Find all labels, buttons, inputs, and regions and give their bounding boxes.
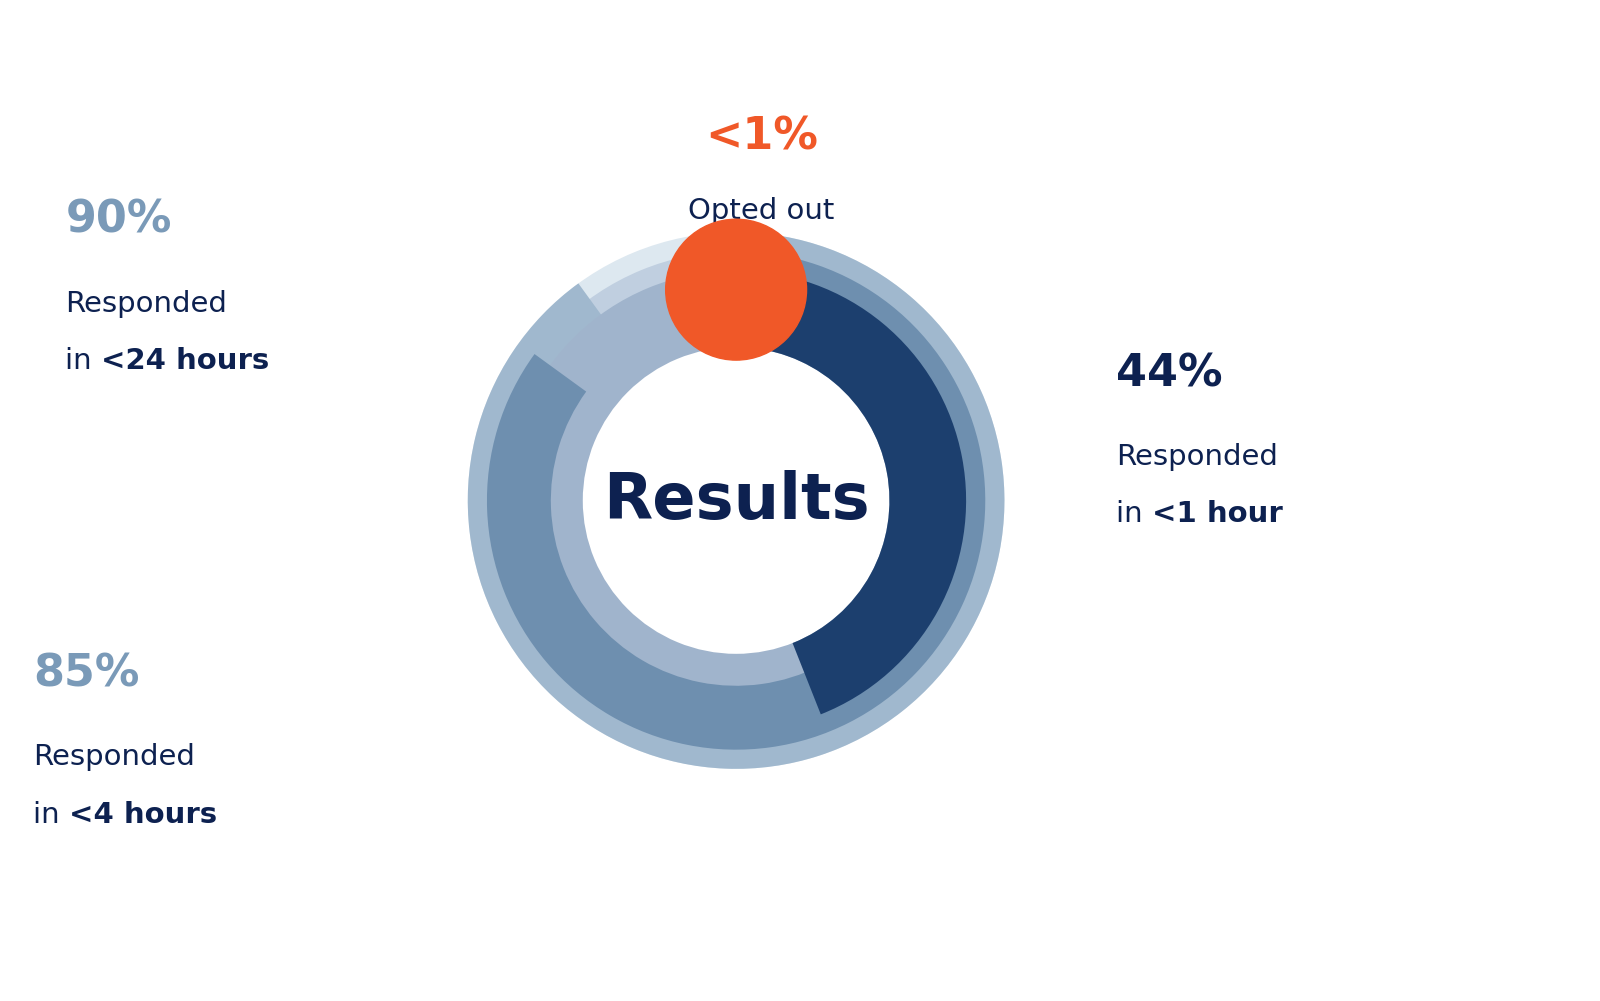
Circle shape	[666, 219, 806, 360]
Text: Opted out: Opted out	[688, 197, 835, 225]
Wedge shape	[486, 251, 986, 750]
Text: 90%: 90%	[66, 199, 171, 242]
Text: in: in	[34, 801, 69, 829]
Text: Responded: Responded	[34, 744, 195, 772]
Text: 44%: 44%	[1117, 352, 1222, 395]
Text: <1%: <1%	[706, 116, 818, 159]
Wedge shape	[506, 270, 966, 731]
Text: Responded: Responded	[1117, 443, 1278, 471]
Wedge shape	[736, 270, 966, 715]
Wedge shape	[467, 232, 1005, 769]
Text: in: in	[66, 347, 101, 375]
Text: in: in	[1117, 500, 1152, 529]
Wedge shape	[486, 251, 986, 750]
Text: <1 hour: <1 hour	[1152, 500, 1283, 529]
Text: <24 hours: <24 hours	[101, 347, 269, 375]
Text: Responded: Responded	[66, 289, 227, 317]
Text: Results: Results	[603, 469, 869, 532]
Text: 85%: 85%	[34, 653, 139, 696]
Wedge shape	[467, 232, 1005, 769]
Text: <4 hours: <4 hours	[69, 801, 218, 829]
Wedge shape	[698, 229, 774, 351]
Circle shape	[586, 350, 886, 651]
